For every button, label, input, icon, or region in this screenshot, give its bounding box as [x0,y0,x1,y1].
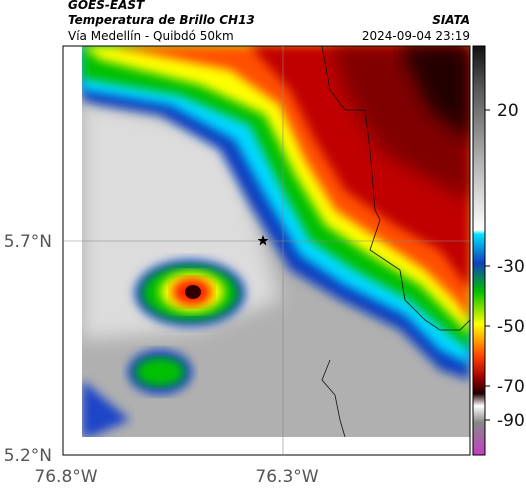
satellite: GOES-EAST [68,0,145,12]
lon-tick-label: 76.3°W [255,467,318,487]
route: Vía Medellín - Quibdó 50km [68,29,234,43]
map-frame [62,45,471,456]
location-marker [257,235,269,246]
colorbar-tick-label: -30 [497,257,525,277]
agency: SIATA [432,13,470,27]
product: Temperatura de Brillo CH13 [68,13,255,27]
colorbar-tick-label: -90 [497,411,525,431]
satellite-image [82,46,470,437]
lon-tick-label: 76.8°W [34,467,97,487]
colorbar [472,45,486,456]
colorbar-tick-label: -50 [497,317,525,337]
colorbar-tick-label: 20 [497,101,519,121]
lat-tick-label: 5.7°N [4,232,52,252]
lat-tick-label: 5.2°N [4,446,52,466]
colorbar-ticks: 20 -30 -50 -70 -90 [485,101,525,431]
colorbar-tick-label: -70 [497,377,525,397]
datetime: 2024-09-04 23:19 [362,29,470,43]
